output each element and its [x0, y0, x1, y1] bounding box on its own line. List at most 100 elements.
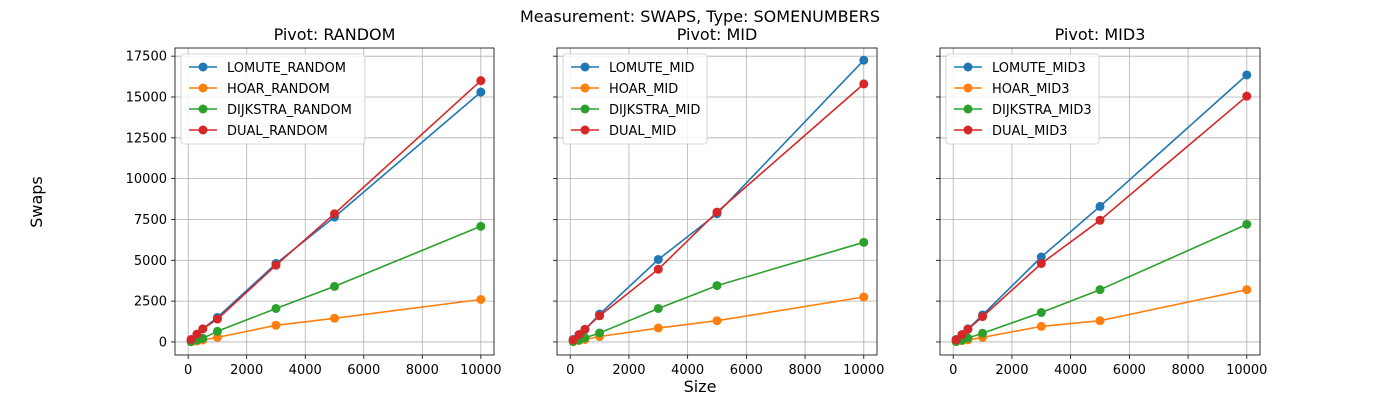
data-point	[212, 326, 222, 336]
x-tick-label: 4000	[1054, 363, 1087, 378]
legend-label: DIJKSTRA_MID	[609, 103, 700, 118]
x-tick-label: 0	[949, 363, 957, 378]
legend-label: LOMUTE_RANDOM	[227, 61, 346, 76]
figure-xlabel: Size	[684, 377, 717, 396]
data-point	[476, 221, 486, 231]
y-tick-label: 5000	[134, 254, 167, 269]
legend: LOMUTE_MID3 HOAR_MID3 DIJKSTRA_MID3 DUAL_MI…	[945, 53, 1100, 145]
y-tick-label: 2500	[134, 295, 167, 310]
legend-label: DIJKSTRA_RANDOM	[227, 103, 352, 118]
x-tick-label: 6000	[730, 363, 763, 378]
data-point	[957, 330, 967, 340]
data-point	[330, 209, 339, 219]
x-tick-label: 8000	[406, 363, 439, 378]
data-point	[1242, 285, 1252, 295]
data-point	[1242, 91, 1252, 101]
panel-1: 0 2000 4000 6000 8000 10000 0 2500 5000 7500 10000…	[126, 25, 502, 378]
legend-marker	[963, 125, 973, 135]
data-point	[595, 311, 605, 321]
data-point	[1036, 321, 1046, 331]
data-point	[1036, 308, 1046, 318]
legend-marker	[580, 62, 590, 72]
chart-panels: 0 2000 4000 6000 8000 10000 0 2500 5000 7500 10000…	[126, 25, 1268, 378]
legend-label: HOAR_MID	[609, 82, 678, 97]
data-point	[859, 79, 869, 89]
data-point	[1242, 70, 1252, 80]
y-tick-label: 7500	[134, 213, 167, 228]
data-point	[1036, 259, 1046, 269]
data-point	[476, 87, 486, 97]
data-point	[330, 313, 339, 323]
panel-3: 0 2000 4000 6000 8000 10000 Pivot: MID3 LOMUTE_…	[936, 25, 1267, 378]
legend-marker	[198, 62, 208, 72]
y-tick-label: 15000	[126, 90, 167, 105]
panel-2: 0 2000 4000 6000 8000 10000 Pivot: MID LOMUTE_M…	[553, 25, 884, 378]
data-point	[1242, 219, 1252, 229]
panel-title: Pivot: MID	[677, 25, 758, 44]
legend: LOMUTE_RANDOM HOAR_RANDOM DIJKSTRA_RANDOM D…	[180, 53, 366, 145]
legend-label: DUAL_MID3	[992, 124, 1068, 139]
legend-label: DUAL_RANDOM	[227, 124, 328, 139]
legend-marker	[580, 83, 590, 93]
figure-suptitle: Measurement: SWAPS, Type: SOMENUMBERS	[520, 7, 880, 26]
x-tick-label: 2000	[612, 363, 645, 378]
data-point	[568, 335, 578, 345]
panel-title: Pivot: RANDOM	[274, 25, 396, 44]
axes-frame	[939, 47, 1261, 356]
data-point	[212, 314, 222, 324]
y-tick-label: 10000	[126, 172, 167, 187]
legend-label: LOMUTE_MID3	[992, 61, 1086, 76]
data-point	[1095, 201, 1105, 211]
x-tick-label: 8000	[1172, 363, 1205, 378]
data-point	[271, 320, 281, 330]
data-point	[186, 334, 196, 344]
x-tick-label: 0	[566, 363, 574, 378]
data-point	[653, 323, 663, 333]
data-point	[580, 324, 590, 334]
data-point	[963, 324, 973, 334]
legend-label: LOMUTE_MID	[609, 61, 694, 76]
y-tick-label: 17500	[126, 50, 167, 65]
x-tick-label: 10000	[1226, 363, 1267, 378]
data-point	[1095, 316, 1105, 326]
data-point	[978, 312, 988, 322]
figure-ylabel: Swaps	[27, 176, 46, 228]
data-point	[859, 55, 869, 65]
legend-marker	[580, 104, 590, 114]
x-tick-label: 2000	[230, 363, 263, 378]
legend-label: DUAL_MID	[609, 124, 676, 139]
data-point	[653, 303, 663, 313]
data-point	[476, 76, 486, 86]
legend-marker	[580, 125, 590, 135]
data-point	[1095, 285, 1105, 295]
legend-marker	[963, 83, 973, 93]
legend-label: HOAR_MID3	[992, 82, 1070, 97]
data-point	[859, 237, 869, 247]
y-tick-label: 12500	[126, 131, 167, 146]
data-point	[198, 324, 208, 334]
data-point	[192, 329, 202, 339]
legend-box	[180, 53, 366, 145]
x-tick-label: 4000	[289, 363, 322, 378]
x-tick-label: 8000	[789, 363, 822, 378]
axes-frame	[174, 47, 495, 356]
data-point	[330, 281, 339, 291]
legend-marker	[963, 104, 973, 114]
x-tick-label: 10000	[843, 363, 884, 378]
legend-label: DIJKSTRA_MID3	[992, 103, 1092, 118]
data-point	[271, 303, 281, 313]
data-point	[712, 316, 722, 326]
y-tick-label: 0	[159, 335, 167, 350]
data-point	[271, 260, 281, 270]
x-tick-label: 6000	[1113, 363, 1146, 378]
data-point	[859, 292, 869, 302]
data-point	[653, 254, 663, 264]
x-tick-label: 10000	[460, 363, 501, 378]
legend-box	[945, 53, 1100, 145]
data-point	[1095, 215, 1105, 225]
data-point	[951, 335, 961, 345]
series-line-3	[572, 241, 865, 343]
x-tick-label: 4000	[671, 363, 704, 378]
legend-label: HOAR_RANDOM	[227, 82, 330, 97]
